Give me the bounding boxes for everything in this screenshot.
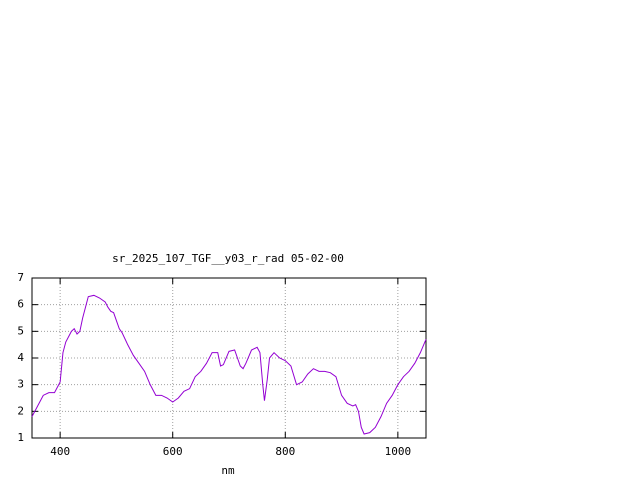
plot-frame — [31, 277, 427, 439]
x-tick-label: 800 — [275, 445, 295, 458]
y-tick-label: 4 — [17, 351, 24, 364]
x-tick-label: 400 — [50, 445, 70, 458]
x-tick-label: 600 — [163, 445, 183, 458]
y-tick-label: 6 — [17, 298, 24, 311]
x-tick-label: 1000 — [385, 445, 412, 458]
chart-title: sr_2025_107_TGF__y03_r_rad 05-02-00 — [112, 252, 344, 265]
y-tick-label: 3 — [17, 378, 24, 391]
x-axis-label: nm — [221, 464, 235, 477]
y-tick-label: 7 — [17, 271, 24, 284]
y-tick-label: 2 — [17, 404, 24, 417]
data-line — [31, 294, 427, 435]
y-tick-label: 1 — [17, 431, 24, 444]
y-tick-label: 5 — [17, 324, 24, 337]
